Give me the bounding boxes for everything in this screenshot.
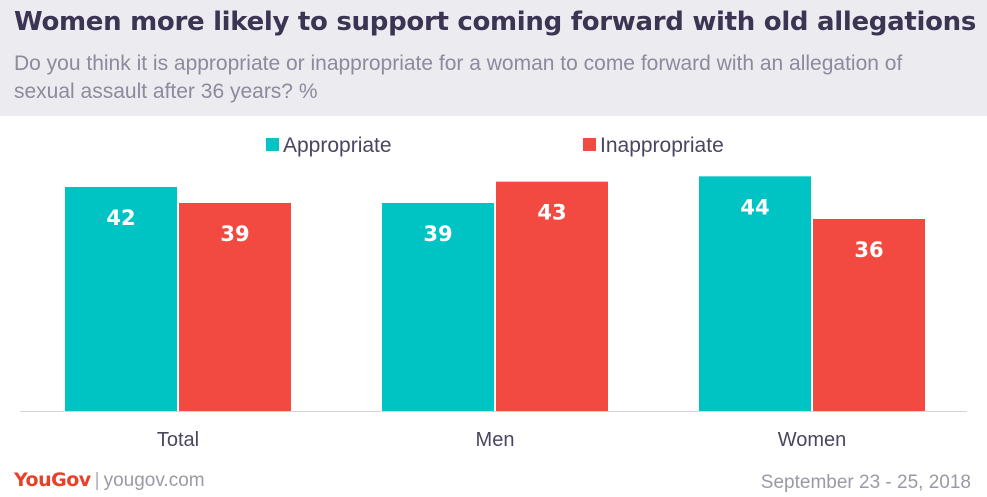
survey-date: September 23 - 25, 2018 (760, 472, 971, 493)
data-label-women-inappropriate: 36 (854, 238, 883, 262)
logo-separator: | (94, 470, 100, 491)
bar-total-inappropriate (179, 203, 291, 411)
bar-women-inappropriate (813, 219, 925, 411)
logo-wordmark: YouGov (14, 469, 91, 491)
chart-subtitle: Do you think it is appropriate or inappr… (14, 52, 903, 103)
x-tick-label-women: Women (778, 429, 847, 451)
legend-label-appropriate: Appropriate (283, 134, 392, 157)
header-panel: Women more likely to support coming forw… (0, 0, 987, 116)
bar-total-appropriate (65, 187, 177, 411)
data-label-men-inappropriate: 43 (537, 201, 566, 225)
data-label-women-appropriate: 44 (740, 195, 769, 219)
data-label-total-appropriate: 42 (106, 206, 135, 230)
legend-label-inappropriate: Inappropriate (600, 134, 724, 157)
yougov-logo: YouGov | yougov.com (14, 467, 205, 494)
bar-chart: 42 39 Total 39 43 Men 44 36 Women Appropriate Inap… (20, 134, 967, 451)
chart-title: Women more likely to support coming forw… (14, 7, 977, 37)
data-label-total-inappropriate: 39 (220, 222, 249, 246)
bar-women-appropriate (699, 176, 811, 411)
data-label-men-appropriate: 39 (423, 222, 452, 246)
legend-swatch-appropriate (266, 138, 279, 151)
site-link[interactable]: yougov.com (103, 470, 205, 491)
x-tick-label-total: Total (157, 429, 199, 451)
legend-swatch-inappropriate (583, 138, 596, 151)
x-tick-label-men: Men (476, 429, 515, 451)
bar-men-inappropriate (496, 181, 608, 411)
bar-men-appropriate (382, 203, 494, 411)
